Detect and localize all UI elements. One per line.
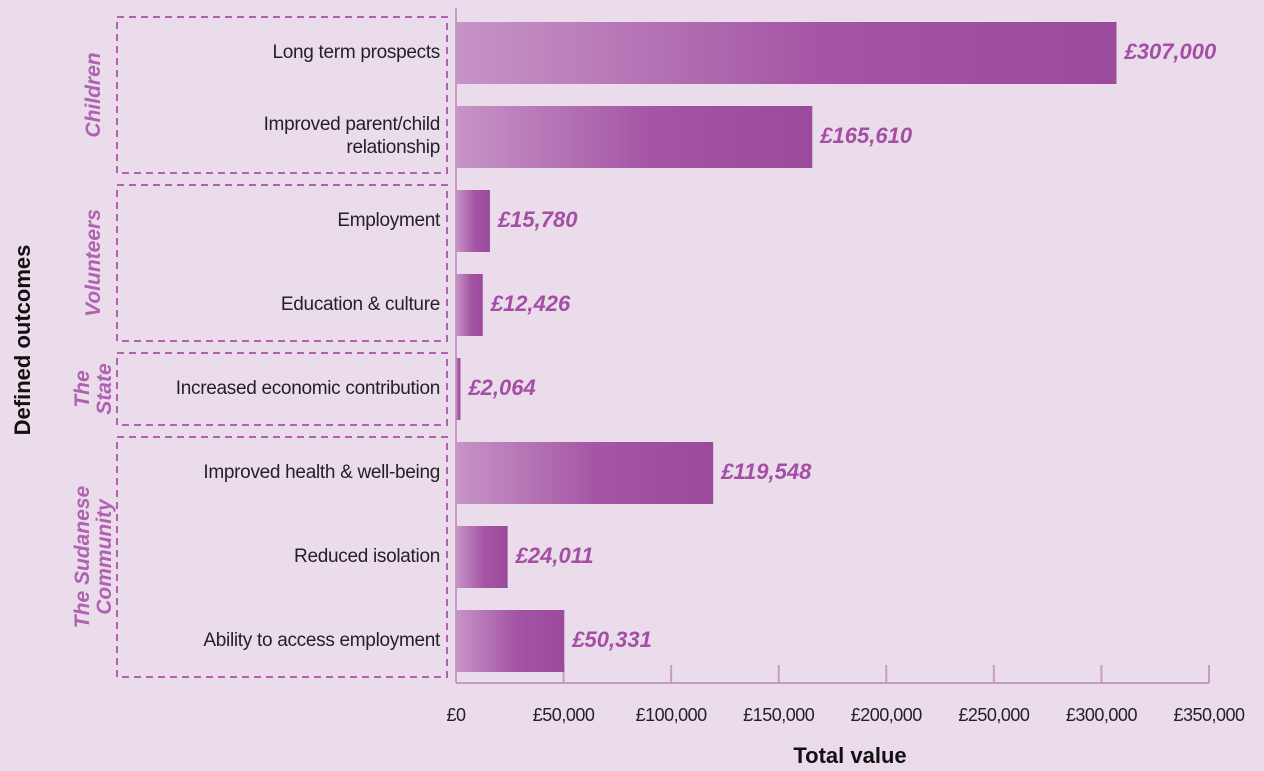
group-label: The State [70,363,116,415]
category-label: Reduced isolation [294,545,440,567]
category-label-box: Improved health & well-being [203,461,440,483]
category-label: Employment [337,209,440,231]
bar [456,190,490,252]
group-label-box: Volunteers [81,209,105,317]
group-box [116,16,448,174]
x-axis-title: Total value [793,743,906,768]
category-label: Education & culture [280,293,440,315]
bar [456,274,483,336]
x-tick-label: £200,000 [851,705,923,725]
category-label: Increased economic contribution [175,377,441,399]
group-label: Volunteers [81,209,105,317]
group-box [116,184,448,342]
category-label: Ability to access employment [203,629,440,651]
x-tick-label: £300,000 [1066,705,1138,725]
category-label: Improved parent/child relationship [263,114,441,158]
category-label-box: Increased economic contribution [175,377,441,399]
group-label: Children [81,52,105,138]
y-axis-title: Defined outcomes [10,245,35,436]
x-tick-label: £250,000 [958,705,1030,725]
x-tick-label: £50,000 [533,705,595,725]
group-box [116,436,448,678]
value-label: £50,331 [571,627,652,652]
bar [456,22,1117,84]
x-tick-label: £0 [446,705,466,725]
x-tick-label: £350,000 [1173,705,1245,725]
group-label-box: Children [81,52,105,138]
group-label: The Sudanese Community [70,485,116,629]
category-label-box: Ability to access employment [203,629,440,651]
value-label: £119,548 [720,459,812,484]
value-label: £15,780 [497,207,578,232]
category-label: Long term prospects [272,41,441,63]
bar [456,358,461,420]
value-label: £2,064 [467,375,535,400]
bar [456,610,565,672]
category-label-box: Education & culture [280,293,440,315]
value-label: £307,000 [1123,39,1217,64]
bar [456,442,714,504]
x-tick-label: £100,000 [636,705,708,725]
group-box [116,352,448,426]
bar [456,106,813,168]
category-label-box: Employment [337,209,440,231]
x-tick-label: £150,000 [743,705,815,725]
category-label-box: Improved parent/child relationship [263,114,441,158]
group-label-box: The Sudanese Community [70,485,116,629]
category-label: Improved health & well-being [203,461,440,483]
category-label-box: Long term prospects [272,41,441,63]
value-label: £165,610 [819,123,913,148]
category-label-box: Reduced isolation [294,545,440,567]
bar [456,526,508,588]
value-label: £12,426 [490,291,571,316]
value-label: £24,011 [515,543,594,568]
group-label-box: The State [70,363,116,415]
